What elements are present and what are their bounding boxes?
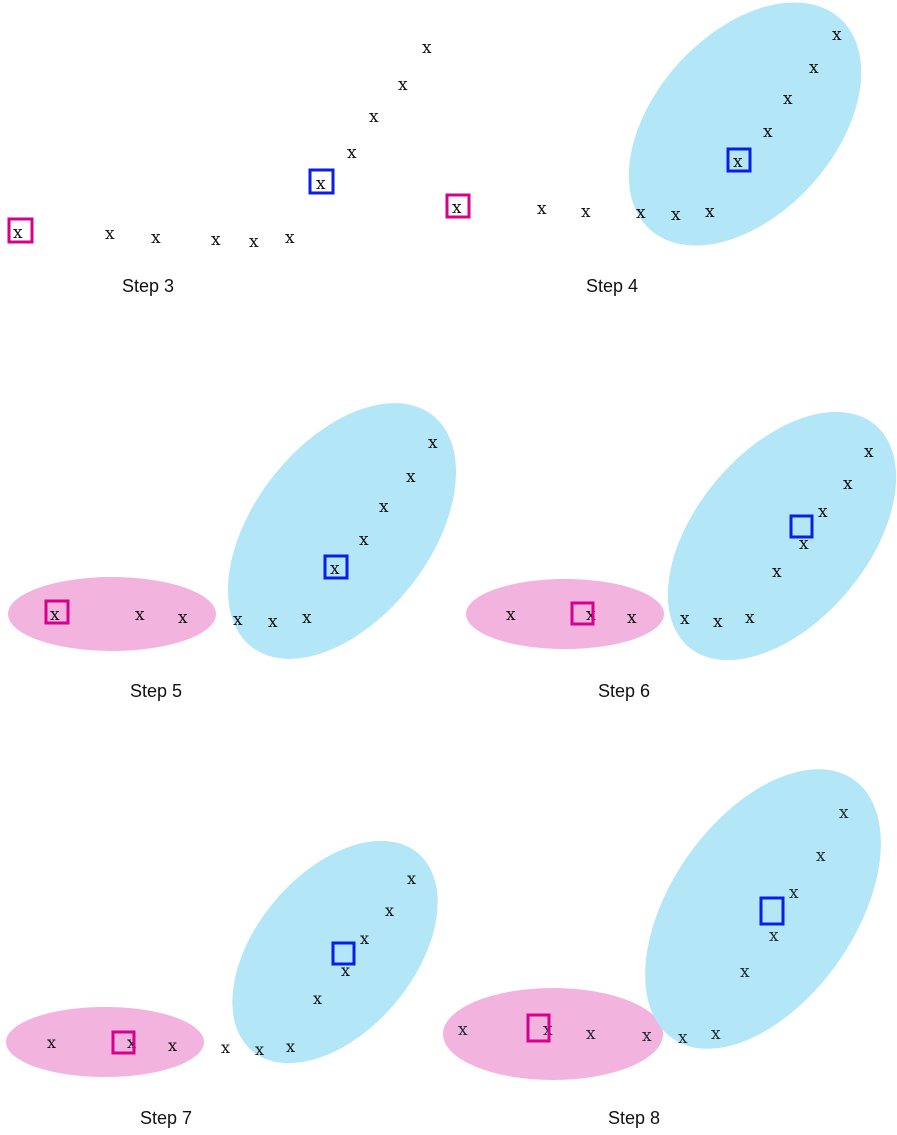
data-point: x	[783, 89, 793, 109]
data-point: x	[233, 610, 243, 630]
data-point: x	[47, 1033, 56, 1052]
data-point: x	[359, 530, 369, 550]
data-point: x	[586, 1024, 596, 1044]
step-caption: Step 7	[140, 1108, 192, 1128]
data-point: x	[864, 442, 874, 462]
magenta-centroid-marker	[7, 217, 34, 244]
data-point: x	[740, 962, 750, 982]
data-point: x	[422, 38, 432, 58]
data-point: x	[680, 609, 690, 629]
blue-centroid-marker	[759, 896, 785, 926]
step-caption: Step 3	[122, 276, 174, 296]
blue-cluster-region	[628, 2, 862, 246]
data-point: x	[799, 534, 809, 554]
data-point: x	[360, 929, 369, 948]
data-point: x	[347, 143, 357, 163]
data-point: x	[127, 1033, 136, 1052]
data-point: x	[151, 228, 161, 248]
data-point: x	[627, 608, 637, 628]
data-point: x	[316, 174, 326, 194]
data-point: x	[135, 605, 145, 625]
data-point: x	[313, 989, 322, 1008]
panel-step-5: x x x x x x x x x x x Step 5	[8, 403, 457, 701]
data-point: x	[642, 1026, 652, 1046]
step-caption: Step 5	[130, 681, 182, 701]
data-point: x	[818, 502, 828, 522]
data-point: x	[211, 230, 221, 250]
magenta-centroid-marker	[44, 599, 70, 625]
magenta-centroid-marker	[526, 1013, 551, 1043]
magenta-centroid-marker	[445, 193, 471, 219]
data-point: x	[249, 232, 259, 252]
panel-step-6: x x x x x x x x x x x Step 6	[466, 411, 897, 701]
blue-cluster-region	[232, 840, 438, 1064]
data-point: x	[789, 883, 799, 903]
data-point: x	[330, 559, 340, 579]
data-point: x	[302, 608, 312, 628]
data-point: x	[168, 1036, 177, 1055]
data-point: x	[636, 203, 646, 223]
data-point: x	[733, 152, 743, 172]
panel-step-8: x x x x x x x x x x x Step 8	[443, 769, 881, 1128]
blue-cluster-region	[645, 769, 881, 1049]
data-point: x	[221, 1038, 230, 1057]
data-point: x	[772, 562, 782, 582]
panel-step-4: x x x x x x x x x x x Step 4	[445, 2, 862, 296]
panel-step-7: x x x x x x x x x x x Step 7	[6, 840, 438, 1128]
step-caption: Step 6	[598, 681, 650, 701]
data-point: x	[178, 608, 188, 628]
magenta-centroid-marker	[570, 601, 595, 626]
blue-centroid-marker	[308, 168, 335, 195]
blue-cluster-region	[667, 411, 897, 661]
data-point: x	[713, 612, 723, 632]
data-point: x	[452, 198, 462, 218]
data-point: x	[671, 205, 681, 225]
data-point: x	[379, 497, 389, 517]
pink-cluster-region	[443, 988, 663, 1080]
blue-cluster-region	[227, 403, 457, 659]
blue-centroid-marker	[726, 147, 752, 173]
data-point: x	[407, 869, 416, 888]
data-point: x	[428, 433, 438, 453]
data-point: x	[385, 901, 394, 920]
data-point: x	[769, 926, 779, 946]
data-point: x	[586, 605, 596, 625]
data-point: x	[763, 122, 773, 142]
magenta-centroid-marker	[111, 1030, 136, 1055]
data-point: x	[285, 228, 295, 248]
data-point: x	[369, 107, 379, 127]
blue-centroid-marker	[331, 941, 356, 966]
pink-cluster-region	[466, 579, 664, 649]
pink-cluster-region	[8, 577, 216, 651]
data-point: x	[745, 608, 755, 628]
data-point: x	[286, 1037, 295, 1056]
data-point: x	[678, 1028, 688, 1048]
data-point: x	[255, 1040, 264, 1059]
data-point: x	[705, 202, 715, 222]
data-point: x	[341, 961, 350, 980]
data-point: x	[50, 605, 60, 625]
data-point: x	[839, 803, 849, 823]
data-point: x	[406, 467, 416, 487]
data-point: x	[537, 199, 547, 219]
data-point: x	[809, 58, 819, 78]
data-point: x	[506, 605, 516, 625]
blue-centroid-marker	[789, 514, 814, 539]
data-point: x	[711, 1024, 721, 1044]
data-point: x	[105, 224, 115, 244]
panel-step-3: x x x x x x x x x x x Step 3	[7, 38, 432, 296]
step-caption: Step 8	[608, 1108, 660, 1128]
data-point: x	[13, 223, 23, 243]
data-point: x	[458, 1020, 468, 1040]
data-point: x	[268, 612, 278, 632]
data-point: x	[398, 75, 408, 95]
blue-centroid-marker	[323, 554, 349, 580]
step-caption: Step 4	[586, 276, 638, 296]
data-point: x	[816, 846, 826, 866]
pink-cluster-region	[6, 1007, 204, 1077]
data-point: x	[832, 25, 842, 45]
data-point: x	[843, 474, 853, 494]
data-point: x	[581, 202, 591, 222]
